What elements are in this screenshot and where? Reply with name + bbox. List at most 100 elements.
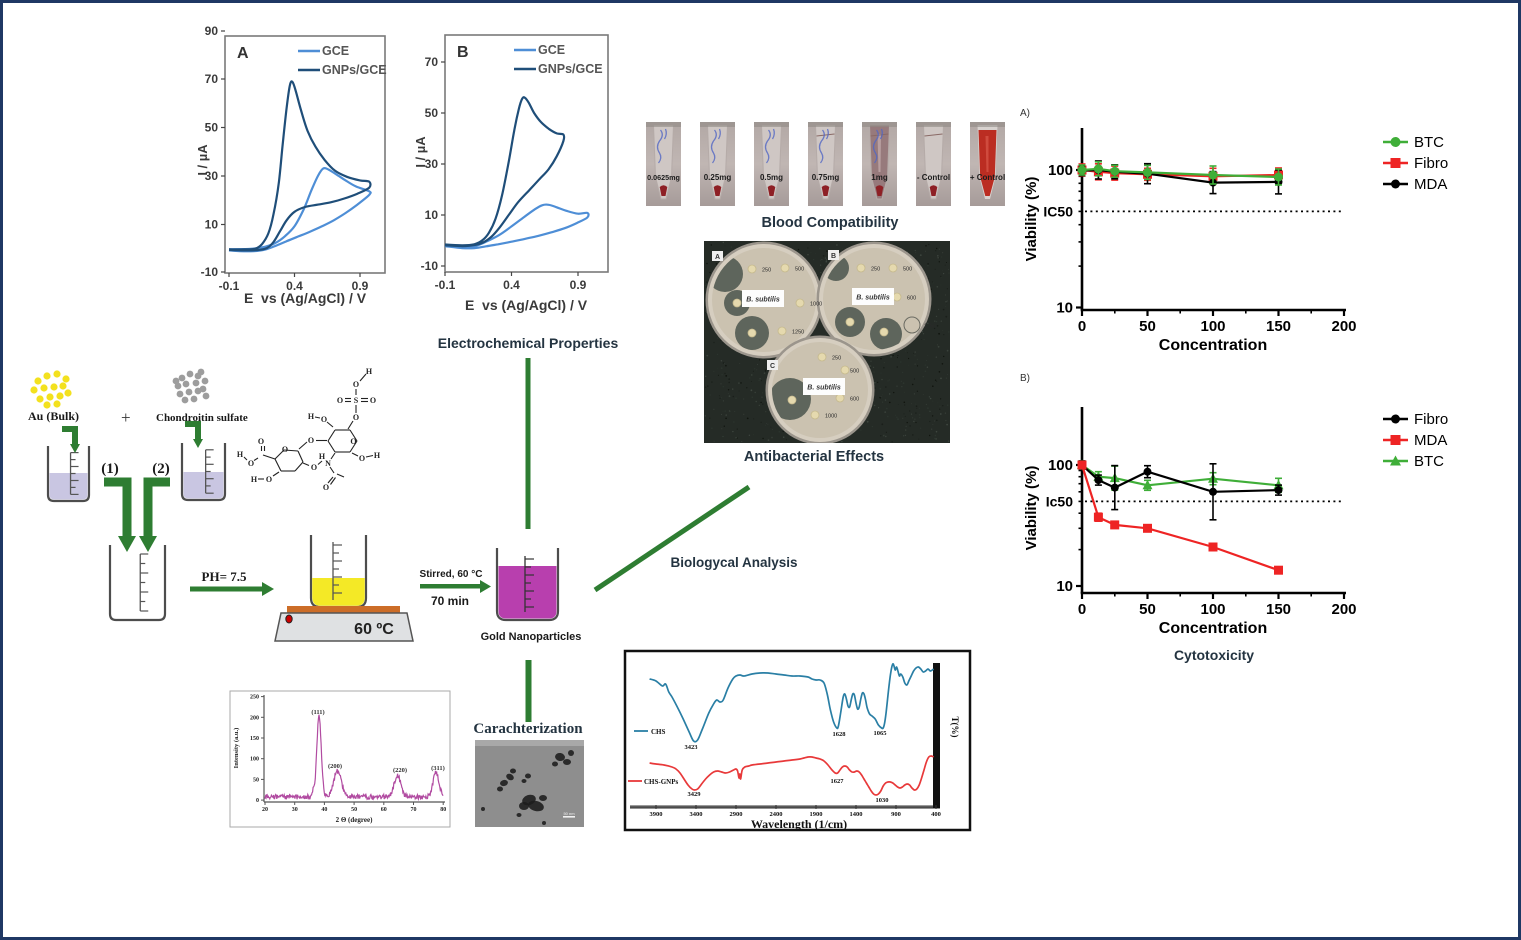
svg-text:0: 0 [1078, 601, 1086, 618]
svg-text:S: S [354, 396, 359, 405]
svg-text:0.9: 0.9 [352, 279, 369, 293]
svg-text:Concentration: Concentration [1159, 620, 1267, 637]
svg-text:50: 50 [425, 106, 439, 120]
svg-text:GCE: GCE [322, 44, 349, 58]
svg-text:60: 60 [381, 807, 387, 813]
svg-text:- Control: - Control [917, 173, 950, 182]
svg-text:3423: 3423 [685, 744, 699, 751]
svg-text:0.9: 0.9 [570, 278, 587, 292]
svg-text:Wavelength (1/cm): Wavelength (1/cm) [751, 817, 847, 831]
svg-text:T(%): T(%) [950, 717, 960, 738]
svg-text:+: + [121, 408, 131, 427]
svg-text:600: 600 [907, 296, 916, 302]
svg-text:O: O [353, 413, 359, 422]
svg-text:IC50: IC50 [1043, 203, 1073, 219]
svg-text:0: 0 [1078, 318, 1086, 335]
svg-text:O: O [311, 463, 317, 472]
svg-text:0: 0 [256, 798, 259, 804]
svg-text:(1): (1) [101, 461, 119, 477]
svg-text:500: 500 [850, 369, 859, 375]
svg-text:A: A [715, 254, 720, 261]
svg-text:50: 50 [1139, 318, 1156, 335]
svg-text:2 Θ (degree): 2 Θ (degree) [336, 816, 373, 824]
svg-text:0.0625mg: 0.0625mg [647, 173, 680, 182]
svg-text:1250: 1250 [924, 324, 936, 330]
svg-text:Chondroitin sulfate: Chondroitin sulfate [156, 412, 248, 424]
svg-text:CHS: CHS [651, 728, 666, 736]
svg-text:50: 50 [351, 807, 357, 813]
svg-text:E vs (Ag/AgCl) / V: E vs (Ag/AgCl) / V [465, 297, 588, 313]
svg-text:60 ºC: 60 ºC [354, 621, 394, 638]
svg-text:100: 100 [1048, 162, 1073, 179]
svg-text:H: H [319, 452, 326, 461]
svg-text:-0.1: -0.1 [219, 279, 240, 293]
svg-text:100: 100 [1200, 318, 1225, 335]
svg-text:100: 100 [250, 757, 259, 763]
svg-text:Electrochemical Properties: Electrochemical Properties [438, 335, 619, 351]
svg-text:O: O [337, 396, 343, 405]
svg-text:-10: -10 [421, 259, 439, 273]
svg-text:A: A [237, 45, 249, 62]
svg-text:250: 250 [832, 356, 841, 362]
svg-text:200: 200 [250, 715, 259, 721]
svg-text:3400: 3400 [690, 811, 703, 818]
svg-text:3900: 3900 [650, 811, 663, 818]
svg-text:O: O [353, 380, 359, 389]
svg-text:0.4: 0.4 [286, 279, 303, 293]
svg-text:Blood Compatibility: Blood Compatibility [762, 215, 899, 231]
svg-text:40: 40 [321, 807, 327, 813]
svg-text:H: H [366, 367, 373, 376]
svg-text:H: H [374, 451, 381, 460]
svg-text:I / µA: I / µA [195, 144, 210, 176]
svg-text:1000: 1000 [825, 414, 837, 420]
svg-text:(2): (2) [152, 461, 170, 477]
svg-text:+ Control: + Control [970, 173, 1005, 182]
svg-text:A): A) [1020, 108, 1030, 119]
svg-text:1030: 1030 [876, 797, 889, 804]
svg-text:MDA: MDA [1414, 432, 1447, 449]
svg-text:C: C [770, 363, 775, 370]
svg-text:B): B) [1020, 373, 1030, 384]
svg-text:500: 500 [795, 267, 804, 273]
svg-text:70: 70 [425, 55, 439, 69]
svg-text:2900: 2900 [730, 811, 743, 818]
svg-text:GNPs/GCE: GNPs/GCE [322, 63, 387, 77]
svg-text:30: 30 [292, 807, 298, 813]
svg-text:Fibro: Fibro [1414, 411, 1448, 428]
svg-text:600: 600 [850, 397, 859, 403]
svg-text:Au (Bulk): Au (Bulk) [28, 409, 79, 423]
svg-text:250: 250 [762, 268, 771, 274]
svg-text:H: H [237, 450, 244, 459]
svg-text:1400: 1400 [850, 811, 863, 818]
svg-text:O: O [370, 396, 376, 405]
svg-text:2400: 2400 [770, 811, 783, 818]
svg-text:O: O [350, 437, 356, 446]
svg-text:BTC: BTC [1414, 453, 1444, 470]
svg-text:150: 150 [250, 736, 259, 742]
svg-text:Intensity (a.u.): Intensity (a.u.) [233, 728, 240, 769]
svg-text:1627: 1627 [831, 778, 845, 785]
svg-text:PH= 7.5: PH= 7.5 [202, 569, 247, 584]
svg-text:Biologycal Analysis: Biologycal Analysis [670, 555, 797, 570]
svg-text:100: 100 [1048, 457, 1073, 474]
svg-text:I / µA: I / µA [413, 136, 428, 168]
svg-text:Carachterization: Carachterization [473, 721, 583, 737]
svg-text:(200): (200) [328, 763, 342, 770]
svg-text:(311): (311) [431, 765, 445, 772]
svg-text:O: O [321, 415, 327, 424]
svg-text:O: O [308, 436, 314, 445]
svg-text:O: O [282, 445, 288, 454]
svg-text:50 nm: 50 nm [563, 811, 575, 816]
svg-text:Viability (%): Viability (%) [1023, 177, 1040, 262]
svg-text:70: 70 [411, 807, 417, 813]
svg-text:(220): (220) [393, 767, 407, 774]
svg-text:Cytotoxicity: Cytotoxicity [1174, 647, 1254, 663]
svg-text:B: B [457, 44, 469, 61]
svg-text:CHS-GNPs: CHS-GNPs [644, 778, 679, 786]
svg-text:BTC: BTC [1414, 134, 1444, 151]
svg-text:70: 70 [205, 72, 219, 86]
svg-text:80: 80 [440, 807, 446, 813]
svg-text:GNPs/GCE: GNPs/GCE [538, 62, 603, 76]
svg-text:200: 200 [1331, 601, 1356, 618]
svg-text:H: H [308, 412, 315, 421]
